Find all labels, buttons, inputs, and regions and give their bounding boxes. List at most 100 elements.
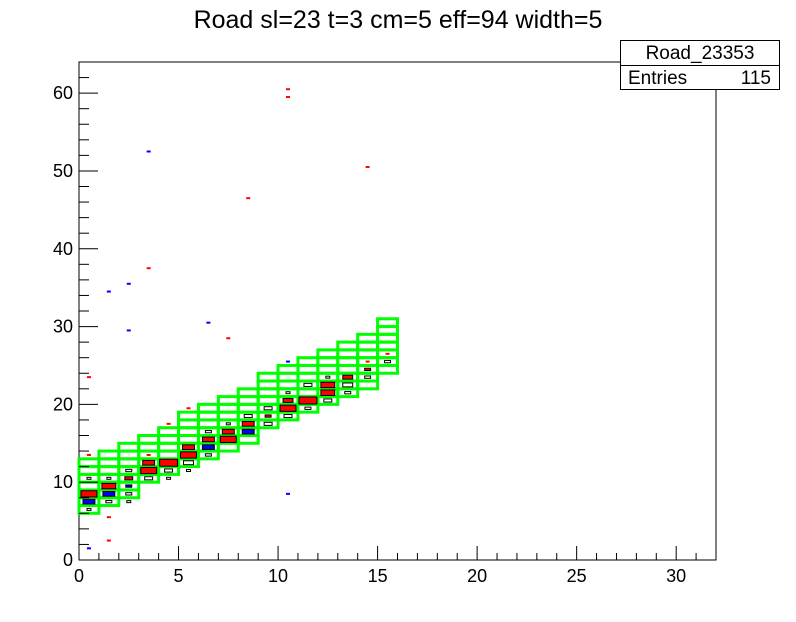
road-bin: [276, 363, 300, 375]
stats-entries-value: 115: [740, 68, 771, 89]
black-bin-marker: [183, 460, 194, 466]
red-bin-marker: [106, 516, 111, 519]
blue-bin-marker: [102, 491, 116, 497]
road-bin: [356, 332, 380, 344]
chart-title: Road sl=23 t=3 cm=5 eff=94 width=5: [193, 6, 603, 34]
black-bin-marker: [204, 429, 212, 434]
road-bin: [137, 434, 161, 445]
black-bin-marker: [86, 507, 92, 511]
blue-bin-marker: [146, 150, 151, 153]
black-bin-marker: [384, 359, 392, 364]
y-tick-label: 60: [53, 83, 73, 103]
blue-bin-marker: [286, 492, 291, 495]
red-bin-marker: [106, 539, 111, 542]
y-tick-label: 50: [53, 161, 73, 181]
red-bin-marker: [364, 367, 372, 372]
road-bin: [177, 410, 200, 422]
road-bin: [376, 317, 399, 329]
blue-marker-layer: [82, 150, 291, 550]
y-tick-label: 20: [53, 394, 73, 414]
red-bin-marker: [365, 166, 370, 169]
red-bin-marker: [320, 389, 336, 396]
red-bin-marker: [226, 337, 231, 340]
black-bin-marker: [204, 453, 212, 457]
black-bin-marker: [125, 468, 133, 473]
black-bin-marker: [344, 391, 352, 395]
road-bin: [77, 457, 101, 469]
red-bin-marker: [385, 352, 390, 355]
red-bin-marker: [80, 490, 98, 498]
road-bin: [157, 426, 181, 437]
black-bin-marker: [364, 375, 372, 379]
blue-bin-marker: [82, 498, 96, 505]
stats-entries-label: Entries: [628, 68, 688, 89]
blue-bin-marker: [125, 484, 133, 488]
red-bin-marker: [146, 267, 151, 270]
y-tick-label: 40: [53, 239, 73, 259]
blue-bin-marker: [126, 282, 131, 285]
road-bin: [196, 402, 220, 414]
black-bin-marker: [303, 382, 313, 387]
black-bin-marker: [243, 413, 253, 419]
black-bin-marker: [342, 382, 354, 388]
red-bin-marker: [166, 422, 171, 425]
black-bin-marker: [144, 476, 154, 481]
y-tick-label: 30: [53, 317, 73, 337]
black-bin-marker: [285, 391, 291, 395]
y-tick-label: 0: [63, 550, 73, 570]
red-bin-marker: [186, 407, 191, 410]
red-bin-marker: [101, 482, 117, 490]
x-tick-label: 0: [74, 566, 84, 586]
x-tick-label: 20: [467, 566, 487, 586]
blue-bin-marker: [241, 428, 255, 435]
road-bin: [97, 449, 121, 461]
red-bin-marker: [86, 453, 91, 456]
red-bin-marker: [342, 374, 354, 380]
road-bin: [316, 348, 340, 360]
x-tick-label: 25: [567, 566, 587, 586]
black-bin-marker: [325, 375, 331, 379]
black-bin-marker: [185, 469, 191, 473]
stats-histogram-name: Road_23353: [621, 41, 779, 66]
blue-bin-marker: [106, 290, 111, 293]
road-bin: [216, 395, 240, 406]
blue-bin-marker: [86, 547, 91, 550]
red-bin-marker: [282, 398, 294, 403]
red-bin-marker: [146, 453, 151, 456]
plot-frame: [78, 61, 717, 561]
black-bin-marker: [323, 398, 333, 403]
road-bin: [336, 340, 360, 352]
black-marker-layer: [86, 359, 392, 511]
blue-bin-marker: [126, 329, 131, 332]
road-layer: [77, 317, 399, 515]
x-tick-label: 5: [174, 566, 184, 586]
black-bin-marker: [86, 476, 92, 480]
road-bin: [296, 356, 320, 367]
red-bin-marker: [279, 404, 297, 412]
axis-layer: 0 5 10 15 20 25 30 0 10 20 30 40 50 60: [53, 61, 717, 586]
black-bin-marker: [304, 406, 312, 410]
red-bin-marker: [142, 459, 156, 466]
black-bin-marker: [126, 500, 132, 504]
red-bin-marker: [286, 96, 291, 99]
red-bin-marker: [246, 197, 251, 200]
red-bin-marker: [182, 444, 195, 451]
red-bin-marker: [221, 428, 235, 435]
red-bin-marker: [159, 458, 179, 467]
road-bin: [236, 387, 260, 399]
road-bin: [256, 371, 280, 383]
black-bin-marker: [263, 421, 273, 426]
red-bin-marker: [365, 360, 370, 363]
black-bin-marker: [164, 468, 174, 473]
red-bin-marker: [180, 451, 197, 459]
blue-bin-marker: [206, 321, 211, 324]
x-tick-label: 15: [368, 566, 388, 586]
black-bin-marker: [166, 476, 172, 480]
black-bin-marker: [105, 499, 113, 504]
road-bin: [117, 441, 141, 453]
black-bin-marker: [283, 413, 293, 419]
black-bin-marker: [125, 492, 133, 496]
red-bin-marker: [201, 436, 215, 443]
red-bin-marker: [124, 476, 134, 481]
